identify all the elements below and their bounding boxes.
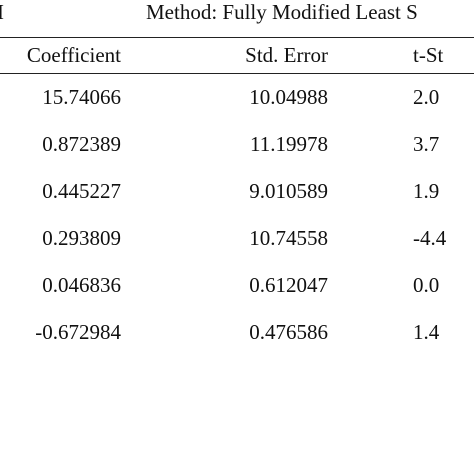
cell: 2.0 [413, 85, 440, 109]
cell: 0.476586 [249, 320, 328, 344]
cell: 3.7 [413, 132, 440, 156]
method-title: Method: Fully Modified Least S [146, 0, 418, 24]
cell: -0.672984 [35, 320, 121, 344]
header-left: I [0, 0, 4, 24]
cell: 0.046836 [42, 273, 121, 297]
cell: 1.9 [413, 179, 440, 203]
column-header: t-St [413, 43, 444, 67]
cell: 0.872389 [42, 132, 121, 156]
rule [0, 73, 474, 74]
cell: 15.74066 [42, 85, 121, 109]
cell: 0.0 [413, 273, 440, 297]
cell: 11.19978 [250, 132, 328, 156]
cell: 10.04988 [249, 85, 328, 109]
cell: 1.4 [413, 320, 440, 344]
cell: 0.612047 [249, 273, 328, 297]
column-header: Coefficient [26, 43, 121, 67]
cell: -4.4 [413, 226, 447, 250]
cell: 9.010589 [249, 179, 328, 203]
cell: 0.293809 [42, 226, 121, 250]
rule [0, 37, 474, 38]
cell: 10.74558 [249, 226, 328, 250]
cell: 0.445227 [42, 179, 121, 203]
column-header: Std. Error [245, 43, 328, 67]
